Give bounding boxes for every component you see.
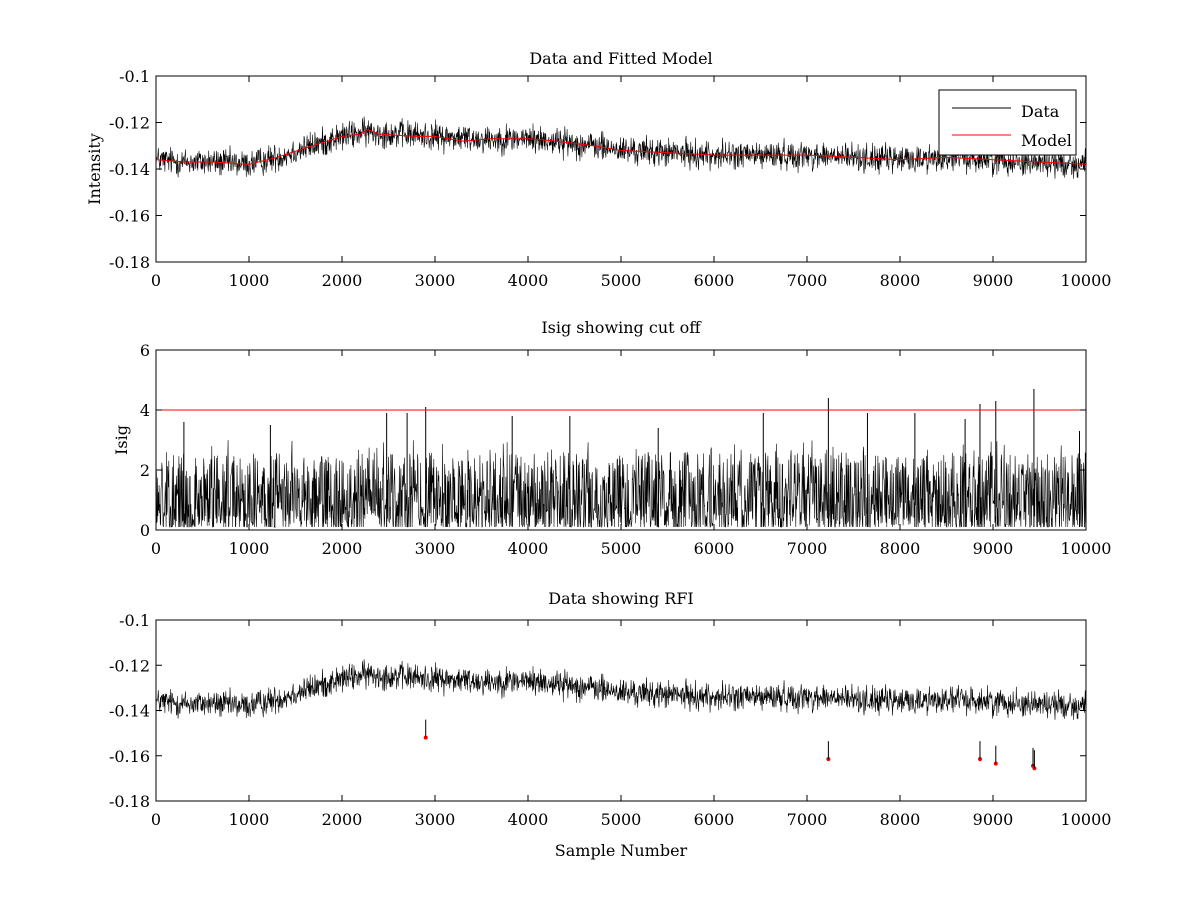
axes-ticks: 0 1000 2000 3000 4000 5000 6000 7000 8000 9000 100… — [109, 67, 1111, 290]
axes-ticks: 0 1000 2000 3000 4000 5000 6000 7000 8000 9000 100… — [140, 341, 1112, 558]
x-tick-label: 2000 — [322, 271, 363, 290]
legend-box — [938, 89, 1077, 156]
y-tick-label: -0.14 — [109, 160, 150, 179]
x-tick-label: 5000 — [601, 539, 642, 558]
x-tick-label: 10000 — [1061, 539, 1112, 558]
x-tick-label: 1000 — [229, 810, 270, 829]
y-tick-label: -0.1 — [119, 611, 150, 630]
x-tick-label: 5000 — [601, 271, 642, 290]
legend: Data Model — [938, 89, 1077, 156]
chart-title: Data and Fitted Model — [529, 49, 712, 68]
y-tick-label: 2 — [140, 461, 150, 480]
x-tick-label: 3000 — [415, 810, 456, 829]
data-series-line — [155, 116, 1087, 179]
y-tick-label: -0.18 — [109, 792, 150, 811]
x-tick-label: 1000 — [229, 271, 270, 290]
x-tick-label: 8000 — [880, 810, 921, 829]
x-tick-label: 7000 — [787, 810, 828, 829]
x-tick-label: 8000 — [880, 271, 921, 290]
y-tick-label: -0.16 — [109, 747, 150, 766]
x-tick-label: 0 — [151, 539, 161, 558]
y-tick-label: -0.16 — [109, 207, 150, 226]
y-axis-label: Intensity — [85, 133, 104, 205]
data-series-line — [155, 659, 1087, 721]
x-tick-label: 5000 — [601, 810, 642, 829]
x-tick-label: 1000 — [229, 539, 270, 558]
x-tick-label: 2000 — [322, 810, 363, 829]
y-tick-label: -0.1 — [119, 67, 150, 86]
axes-ticks: 0 1000 2000 3000 4000 5000 6000 7000 8000 9000 100… — [109, 611, 1111, 829]
model-series-line — [155, 129, 1087, 165]
x-tick-label: 10000 — [1061, 271, 1112, 290]
x-tick-label: 8000 — [880, 539, 921, 558]
y-tick-label: -0.14 — [109, 702, 150, 721]
legend-model-label: Model — [1021, 131, 1072, 150]
y-tick-label: -0.12 — [109, 114, 150, 133]
x-tick-label: 6000 — [694, 539, 735, 558]
x-tick-label: 3000 — [415, 271, 456, 290]
x-tick-label: 10000 — [1061, 810, 1112, 829]
y-tick-label: -0.12 — [109, 656, 150, 675]
x-tick-label: 6000 — [694, 810, 735, 829]
plot-area — [155, 659, 1087, 771]
x-tick-label: 0 — [151, 810, 161, 829]
chart-title: Data showing RFI — [548, 589, 693, 608]
panel-data-and-model: 0 1000 2000 3000 4000 5000 6000 7000 8000 9000 100… — [85, 49, 1111, 290]
x-tick-label: 0 — [151, 271, 161, 290]
isig-series-line — [155, 440, 1087, 529]
y-tick-label: 0 — [140, 521, 150, 540]
legend-data-label: Data — [1021, 102, 1060, 121]
x-tick-label: 3000 — [415, 539, 456, 558]
plot-area — [155, 116, 1087, 179]
x-tick-label: 7000 — [787, 271, 828, 290]
panel-isig-cutoff: 0 1000 2000 3000 4000 5000 6000 7000 8000 9000 100… — [112, 318, 1111, 558]
panel-data-rfi: 0 1000 2000 3000 4000 5000 6000 7000 8000 9000 100… — [109, 589, 1111, 860]
y-tick-label: 6 — [140, 341, 150, 360]
x-tick-label: 4000 — [508, 810, 549, 829]
x-tick-label: 7000 — [787, 539, 828, 558]
x-tick-label: 9000 — [973, 810, 1014, 829]
x-tick-label: 2000 — [322, 539, 363, 558]
x-tick-label: 6000 — [694, 271, 735, 290]
y-tick-label: 4 — [140, 401, 150, 420]
x-axis-label: Sample Number — [555, 841, 688, 860]
x-tick-label: 9000 — [973, 539, 1014, 558]
x-tick-label: 4000 — [508, 539, 549, 558]
y-tick-label: -0.18 — [109, 253, 150, 272]
x-tick-label: 9000 — [973, 271, 1014, 290]
plot-area — [155, 389, 1087, 529]
y-axis-label: Isig — [112, 425, 131, 455]
chart-title: Isig showing cut off — [541, 318, 702, 337]
x-tick-label: 4000 — [508, 271, 549, 290]
